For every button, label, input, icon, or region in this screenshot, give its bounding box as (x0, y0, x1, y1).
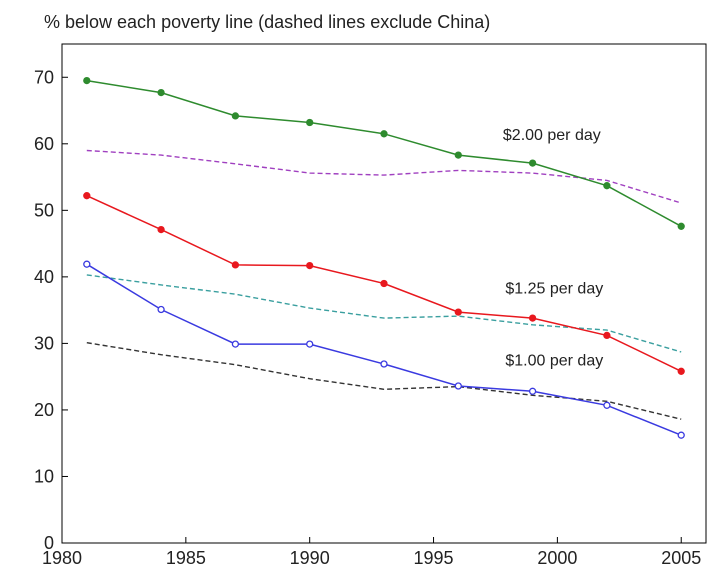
series-s100 (83, 260, 685, 439)
axes: 1980 1985 1990 1995 2000 2005 0 10 20 30 40 50 60 70 (34, 67, 701, 568)
data-point-s125 (306, 261, 314, 270)
series-annotation: $1.25 per day (505, 281, 603, 298)
data-point-s125 (677, 367, 685, 375)
data-point-s100 (83, 260, 91, 268)
series-annotation: $2.00 per day (503, 127, 601, 144)
data-point-s125 (528, 314, 537, 322)
data-point-s200 (677, 222, 685, 230)
data-point-s100 (231, 340, 240, 348)
x-tick-label: 1995 (414, 548, 454, 568)
series-s125_excl (86, 274, 682, 353)
series-line-s200_excl (86, 149, 682, 204)
series-s200 (83, 76, 685, 230)
data-point-s100 (380, 360, 388, 368)
y-tick-label: 70 (34, 67, 54, 87)
data-point-s125 (231, 261, 240, 269)
data-point-s100 (306, 340, 314, 348)
data-point-s200 (380, 130, 388, 138)
data-point-s200 (231, 112, 240, 120)
plot-frame (61, 43, 707, 544)
data-point-s125 (454, 308, 462, 316)
data-point-s125 (157, 225, 165, 234)
data-point-s100 (157, 305, 165, 314)
chart-title: % below each poverty line (dashed lines … (44, 12, 490, 32)
data-point-s200 (528, 159, 537, 167)
y-tick-label: 50 (34, 200, 54, 220)
y-tick-label: 0 (44, 533, 54, 553)
series-line-s125_excl (86, 274, 682, 353)
y-tick-label: 10 (34, 466, 54, 486)
series-line-s200 (86, 79, 682, 227)
data-point-s200 (157, 88, 165, 97)
series-s125 (83, 192, 685, 375)
data-point-s100 (454, 382, 462, 390)
data-point-s125 (603, 331, 611, 340)
y-tick-label: 20 (34, 400, 54, 420)
series-s200_excl (86, 149, 682, 204)
series-annotation: $1.00 per day (505, 352, 603, 369)
x-tick-label: 1980 (42, 548, 82, 568)
series-layer (83, 76, 685, 439)
data-point-s125 (380, 279, 388, 288)
x-tick-label: 1990 (290, 548, 330, 568)
data-point-s100 (603, 401, 611, 409)
data-point-s200 (306, 118, 314, 127)
y-tick-label: 60 (34, 134, 54, 154)
data-point-s100 (677, 431, 685, 439)
data-point-s200 (603, 182, 611, 190)
data-point-s200 (454, 151, 462, 159)
data-point-s100 (528, 387, 537, 395)
x-tick-label: 1985 (166, 548, 206, 568)
y-tick-label: 30 (34, 333, 54, 353)
x-tick-label: 2005 (661, 548, 701, 568)
data-point-s200 (83, 76, 91, 85)
data-point-s125 (83, 192, 91, 200)
x-tick-label: 2000 (537, 548, 577, 568)
series-s100_excl (86, 342, 682, 420)
series-line-s100_excl (86, 342, 682, 420)
annotations: $2.00 per day $1.25 per day $1.00 per day (503, 127, 603, 370)
y-tick-label: 40 (34, 267, 54, 287)
